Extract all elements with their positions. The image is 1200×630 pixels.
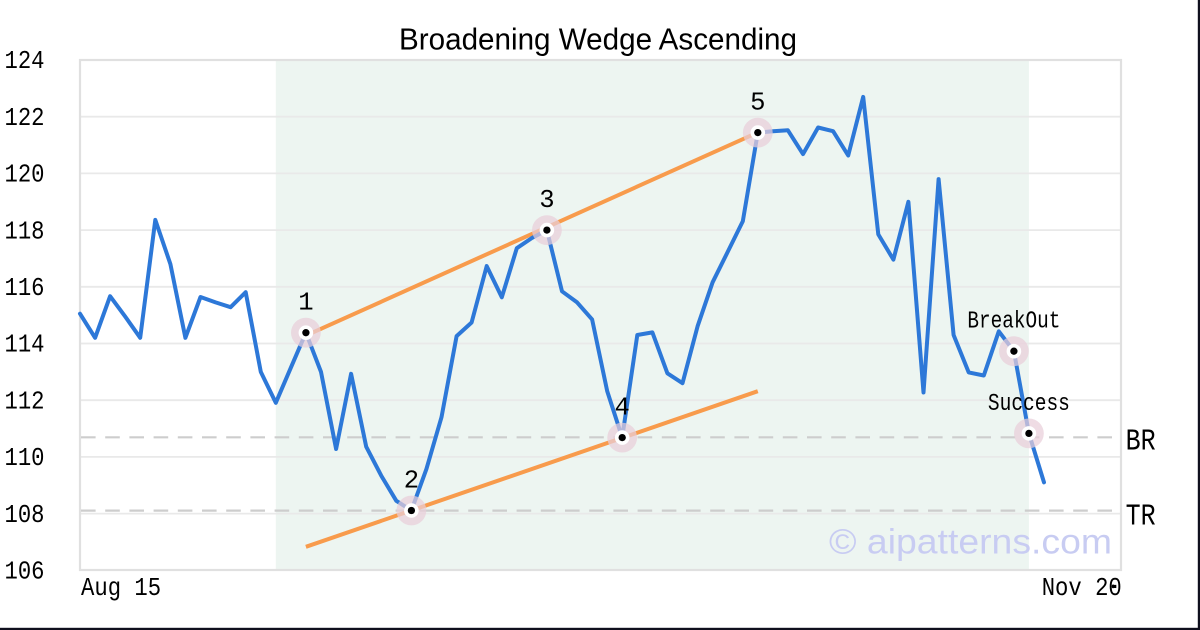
svg-text:122: 122 (5, 104, 45, 133)
svg-text:116: 116 (5, 274, 45, 303)
svg-text:124: 124 (5, 47, 45, 76)
svg-text:3: 3 (539, 186, 554, 215)
svg-text:BR: BR (1126, 425, 1156, 460)
svg-text:2: 2 (404, 467, 419, 496)
svg-text:110: 110 (5, 444, 45, 473)
svg-text:108: 108 (5, 501, 45, 530)
svg-text:114: 114 (5, 331, 45, 360)
svg-text:118: 118 (5, 217, 45, 246)
svg-text:Success: Success (988, 391, 1070, 418)
svg-text:Nov 20: Nov 20 (1042, 574, 1122, 603)
svg-text:Aug 15: Aug 15 (81, 574, 161, 603)
svg-text:5: 5 (750, 89, 765, 118)
svg-text:© aipatterns.com: © aipatterns.com (829, 523, 1112, 562)
svg-text:BreakOut: BreakOut (967, 309, 1060, 336)
svg-text:120: 120 (5, 161, 45, 190)
svg-text:1: 1 (298, 289, 313, 318)
svg-text:4: 4 (615, 394, 630, 423)
svg-text:Broadening Wedge Ascending: Broadening Wedge Ascending (399, 22, 797, 57)
svg-text:TR: TR (1126, 499, 1156, 534)
svg-text:112: 112 (5, 387, 45, 416)
svg-text:106: 106 (5, 558, 45, 587)
